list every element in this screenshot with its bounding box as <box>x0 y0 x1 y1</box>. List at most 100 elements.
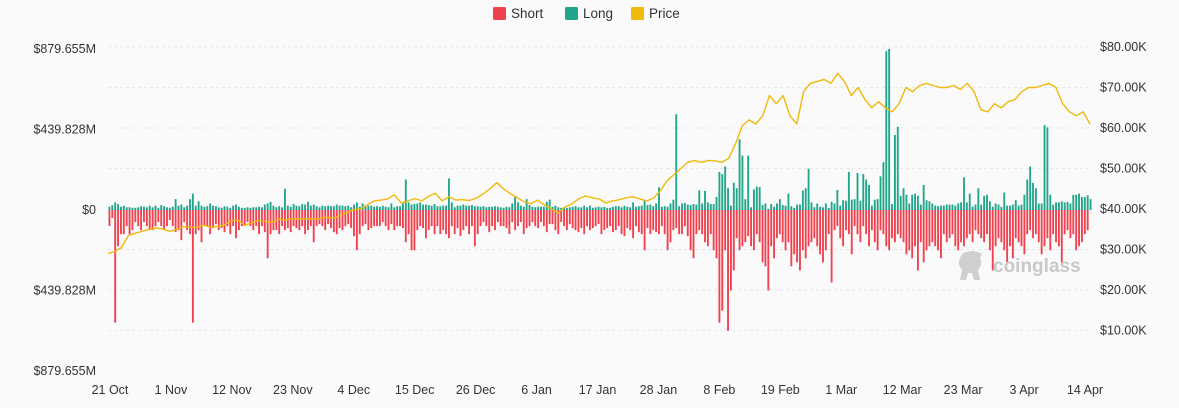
long-bar[interactable] <box>986 194 988 210</box>
short-bar[interactable] <box>704 210 706 243</box>
long-bar[interactable] <box>223 206 226 210</box>
short-bar[interactable] <box>393 210 396 231</box>
long-bar[interactable] <box>128 207 131 210</box>
long-bar[interactable] <box>125 207 128 210</box>
long-bar[interactable] <box>1052 204 1055 210</box>
short-bar[interactable] <box>1046 210 1049 239</box>
long-bar[interactable] <box>1029 166 1032 210</box>
long-bar[interactable] <box>1078 193 1080 210</box>
short-bar[interactable] <box>876 210 879 251</box>
long-bar[interactable] <box>191 193 194 210</box>
long-bar[interactable] <box>640 205 643 210</box>
short-bar[interactable] <box>663 210 666 235</box>
short-bar[interactable] <box>868 210 870 247</box>
long-bar[interactable] <box>413 204 416 210</box>
long-bar[interactable] <box>240 207 243 210</box>
long-bar[interactable] <box>600 207 603 210</box>
long-bar[interactable] <box>404 179 407 210</box>
long-bar[interactable] <box>214 206 217 210</box>
long-bar[interactable] <box>517 202 519 210</box>
long-bar[interactable] <box>471 205 473 210</box>
long-bar[interactable] <box>312 204 315 210</box>
long-bar[interactable] <box>502 207 505 210</box>
short-bar[interactable] <box>928 210 931 247</box>
short-bar[interactable] <box>1029 210 1032 231</box>
long-bar[interactable] <box>1043 125 1046 210</box>
long-bar[interactable] <box>281 207 284 210</box>
long-bar[interactable] <box>876 199 879 210</box>
long-bar[interactable] <box>704 190 706 210</box>
short-bar[interactable] <box>689 210 692 251</box>
short-bar[interactable] <box>865 210 868 235</box>
short-bar[interactable] <box>565 210 568 231</box>
short-bar[interactable] <box>111 210 114 219</box>
long-bar[interactable] <box>603 206 606 210</box>
long-bar[interactable] <box>286 205 289 210</box>
long-bar[interactable] <box>450 202 453 210</box>
short-bar[interactable] <box>588 210 591 231</box>
short-bar[interactable] <box>660 210 663 227</box>
short-bar[interactable] <box>801 210 804 251</box>
long-bar[interactable] <box>830 201 833 210</box>
short-bar[interactable] <box>847 210 850 235</box>
short-bar[interactable] <box>430 210 433 227</box>
long-bar[interactable] <box>292 204 295 210</box>
long-bar[interactable] <box>845 200 847 210</box>
long-bar[interactable] <box>663 206 666 210</box>
long-bar[interactable] <box>206 206 209 210</box>
long-bar[interactable] <box>171 206 174 210</box>
short-bar[interactable] <box>223 210 226 233</box>
long-bar[interactable] <box>212 205 214 210</box>
long-bar[interactable] <box>137 207 140 210</box>
short-bar[interactable] <box>577 210 580 233</box>
long-bar[interactable] <box>865 179 868 210</box>
long-bar[interactable] <box>393 207 396 210</box>
short-bar[interactable] <box>335 210 338 235</box>
short-bar[interactable] <box>1049 210 1052 251</box>
short-bar[interactable] <box>635 210 637 227</box>
long-bar[interactable] <box>1083 196 1086 210</box>
short-bar[interactable] <box>563 210 565 227</box>
long-bar[interactable] <box>309 205 312 210</box>
long-bar[interactable] <box>614 206 617 210</box>
short-bar[interactable] <box>312 210 315 243</box>
long-bar[interactable] <box>758 187 761 210</box>
short-bar[interactable] <box>292 210 295 227</box>
legend-item-short[interactable]: Short <box>493 6 544 21</box>
long-bar[interactable] <box>485 207 488 210</box>
long-bar[interactable] <box>804 188 807 210</box>
short-bar[interactable] <box>140 210 143 231</box>
short-bar[interactable] <box>1017 210 1020 243</box>
short-bar[interactable] <box>407 210 410 235</box>
long-bar[interactable] <box>528 205 531 210</box>
short-bar[interactable] <box>505 210 508 229</box>
short-bar[interactable] <box>220 210 223 229</box>
long-bar[interactable] <box>574 206 577 210</box>
short-bar[interactable] <box>908 210 911 251</box>
short-bar[interactable] <box>905 210 908 255</box>
short-bar[interactable] <box>301 210 304 227</box>
long-bar[interactable] <box>350 207 353 210</box>
short-bar[interactable] <box>534 210 537 227</box>
long-bar[interactable] <box>767 208 770 210</box>
long-bar[interactable] <box>131 207 134 210</box>
short-bar[interactable] <box>1009 210 1011 247</box>
short-bar[interactable] <box>954 210 957 247</box>
short-bar[interactable] <box>364 210 367 225</box>
short-bar[interactable] <box>758 210 761 243</box>
short-bar[interactable] <box>885 210 888 247</box>
long-bar[interactable] <box>695 204 698 210</box>
long-bar[interactable] <box>891 204 893 210</box>
long-bar[interactable] <box>307 201 309 210</box>
long-bar[interactable] <box>355 202 358 210</box>
short-bar[interactable] <box>925 210 928 251</box>
legend-item-long[interactable]: Long <box>565 6 613 21</box>
short-bar[interactable] <box>427 210 430 231</box>
long-bar[interactable] <box>203 206 206 210</box>
long-bar[interactable] <box>1034 188 1037 210</box>
short-bar[interactable] <box>166 210 168 227</box>
short-bar[interactable] <box>496 210 499 223</box>
short-bar[interactable] <box>120 210 122 235</box>
short-bar[interactable] <box>194 210 197 235</box>
short-bar[interactable] <box>1020 210 1023 247</box>
